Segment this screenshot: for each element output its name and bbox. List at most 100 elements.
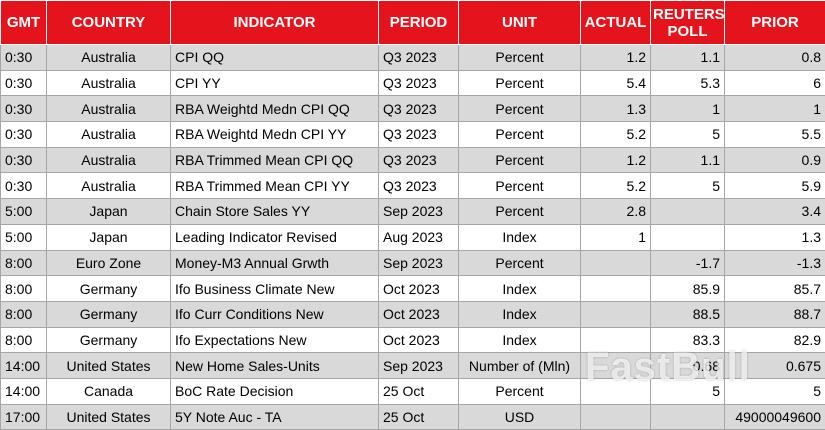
table-cell: 1.1 bbox=[650, 146, 725, 174]
table-cell: 6 bbox=[724, 69, 825, 97]
table-cell: 0.8 bbox=[724, 44, 825, 71]
table-cell: 1.3 bbox=[724, 223, 825, 251]
table-cell bbox=[580, 300, 651, 328]
table-cell: Percent bbox=[458, 377, 581, 405]
table-cell: 88.5 bbox=[650, 300, 725, 328]
table-cell: Australia bbox=[46, 146, 171, 174]
table-row: 5:00 Japan Chain Store Sales YY Sep 2023 Per… bbox=[0, 198, 825, 225]
table-cell: Germany bbox=[46, 300, 171, 328]
table-cell: Percent bbox=[458, 44, 581, 71]
table-body: 0:30 Australia CPI QQ Q3 2023 Percent 1.2 1.1 0… bbox=[0, 44, 825, 430]
table-cell: 5.4 bbox=[580, 69, 651, 97]
table-cell: 5Y Note Auc - TA bbox=[170, 403, 379, 430]
table-cell: Money-M3 Annual Grwth bbox=[170, 249, 379, 277]
table-cell: 83.3 bbox=[650, 326, 725, 354]
table-cell: 5.3 bbox=[650, 69, 725, 97]
column-header: UNIT bbox=[458, 0, 581, 45]
table-cell: 8:00 bbox=[0, 326, 47, 354]
table-row: 8:00 Germany Ifo Curr Conditions New Oct 20… bbox=[0, 300, 825, 328]
table-cell: 5 bbox=[650, 172, 725, 200]
table-cell: 5 bbox=[724, 377, 825, 405]
table-cell: RBA Trimmed Mean CPI YY bbox=[170, 172, 379, 200]
table-cell: 2.8 bbox=[580, 198, 651, 225]
table-cell: Chain Store Sales YY bbox=[170, 198, 379, 225]
table-cell: Australia bbox=[46, 121, 171, 148]
table-cell: CPI YY bbox=[170, 69, 379, 97]
table-cell: Sep 2023 bbox=[378, 249, 459, 277]
table-row: 8:00 Germany Ifo Expectations New Oct 2023 I… bbox=[0, 326, 825, 354]
table-row: 17:00 United States 5Y Note Auc - TA 25 Oct… bbox=[0, 403, 825, 430]
column-header: REUTERS POLL bbox=[650, 0, 725, 45]
table-cell: Canada bbox=[46, 377, 171, 405]
table-row: 8:00 Euro Zone Money-M3 Annual Grwth Sep 20… bbox=[0, 249, 825, 277]
table-cell: 49000049600 bbox=[724, 403, 825, 430]
column-header: PRIOR bbox=[724, 0, 825, 45]
table-cell bbox=[580, 403, 651, 430]
column-header: COUNTRY bbox=[46, 0, 171, 45]
table-cell: 0:30 bbox=[0, 44, 47, 71]
table-cell: Percent bbox=[458, 69, 581, 97]
table-row: 14:00 United States New Home Sales-Units Se… bbox=[0, 352, 825, 379]
table-cell: 5.9 bbox=[724, 172, 825, 200]
table-cell: Australia bbox=[46, 69, 171, 97]
table-cell: 25 Oct bbox=[378, 377, 459, 405]
table-cell: 0.9 bbox=[724, 146, 825, 174]
table-cell: -1.3 bbox=[724, 249, 825, 277]
table-cell: Euro Zone bbox=[46, 249, 171, 277]
table-cell: 5 bbox=[650, 377, 725, 405]
table-cell: Percent bbox=[458, 249, 581, 277]
table-cell: Q3 2023 bbox=[378, 95, 459, 123]
table-cell: 1.1 bbox=[650, 44, 725, 71]
table-cell: 5:00 bbox=[0, 198, 47, 225]
table-row: 0:30 Australia RBA Weightd Medn CPI YY Q3 2… bbox=[0, 121, 825, 148]
table-cell: 1.3 bbox=[580, 95, 651, 123]
column-header: INDICATOR bbox=[170, 0, 379, 45]
table-row: 0:30 Australia RBA Weightd Medn CPI QQ Q3 2… bbox=[0, 95, 825, 123]
table-cell: 5 bbox=[650, 121, 725, 148]
table-cell: Ifo Curr Conditions New bbox=[170, 300, 379, 328]
table-cell: Australia bbox=[46, 95, 171, 123]
table-cell: Aug 2023 bbox=[378, 223, 459, 251]
table-cell bbox=[580, 377, 651, 405]
table-cell: Oct 2023 bbox=[378, 275, 459, 302]
table-cell: 1 bbox=[580, 223, 651, 251]
table-cell: Index bbox=[458, 275, 581, 302]
table-row: 0:30 Australia RBA Trimmed Mean CPI QQ Q3 2… bbox=[0, 146, 825, 174]
table-cell: 5.2 bbox=[580, 172, 651, 200]
table-cell: Japan bbox=[46, 223, 171, 251]
table-cell: Japan bbox=[46, 198, 171, 225]
table-cell: 0:30 bbox=[0, 121, 47, 148]
table-cell: 85.7 bbox=[724, 275, 825, 302]
table-cell: 14:00 bbox=[0, 352, 47, 379]
table-cell bbox=[580, 249, 651, 277]
table-cell: Q3 2023 bbox=[378, 172, 459, 200]
table-cell: 1 bbox=[650, 95, 725, 123]
table-row: 0:30 Australia CPI QQ Q3 2023 Percent 1.2 1.1 0… bbox=[0, 44, 825, 71]
table-cell: 1 bbox=[724, 95, 825, 123]
table-cell: Percent bbox=[458, 121, 581, 148]
table-cell: Leading Indicator Revised bbox=[170, 223, 379, 251]
table-cell: -1.7 bbox=[650, 249, 725, 277]
table-cell: Germany bbox=[46, 326, 171, 354]
table-cell: 8:00 bbox=[0, 249, 47, 277]
table-cell: Sep 2023 bbox=[378, 198, 459, 225]
table-cell: Index bbox=[458, 223, 581, 251]
table-cell: 0:30 bbox=[0, 95, 47, 123]
table-cell bbox=[580, 352, 651, 379]
table-cell bbox=[650, 223, 725, 251]
table-cell: RBA Weightd Medn CPI QQ bbox=[170, 95, 379, 123]
table-cell: 0.675 bbox=[724, 352, 825, 379]
table-cell: BoC Rate Decision bbox=[170, 377, 379, 405]
table-cell: CPI QQ bbox=[170, 44, 379, 71]
table-header: GMT COUNTRY INDICATOR PERIOD UNIT ACTUAL REUTE… bbox=[0, 0, 825, 45]
table-cell: Number of (Mln) bbox=[458, 352, 581, 379]
table-cell: Q3 2023 bbox=[378, 146, 459, 174]
table-cell: Ifo Expectations New bbox=[170, 326, 379, 354]
table-cell: RBA Weightd Medn CPI YY bbox=[170, 121, 379, 148]
table-cell: Oct 2023 bbox=[378, 300, 459, 328]
table-cell: 0:30 bbox=[0, 69, 47, 97]
table-cell: 5.2 bbox=[580, 121, 651, 148]
table-cell: Index bbox=[458, 300, 581, 328]
table-row: 14:00 Canada BoC Rate Decision 25 Oct Percen… bbox=[0, 377, 825, 405]
